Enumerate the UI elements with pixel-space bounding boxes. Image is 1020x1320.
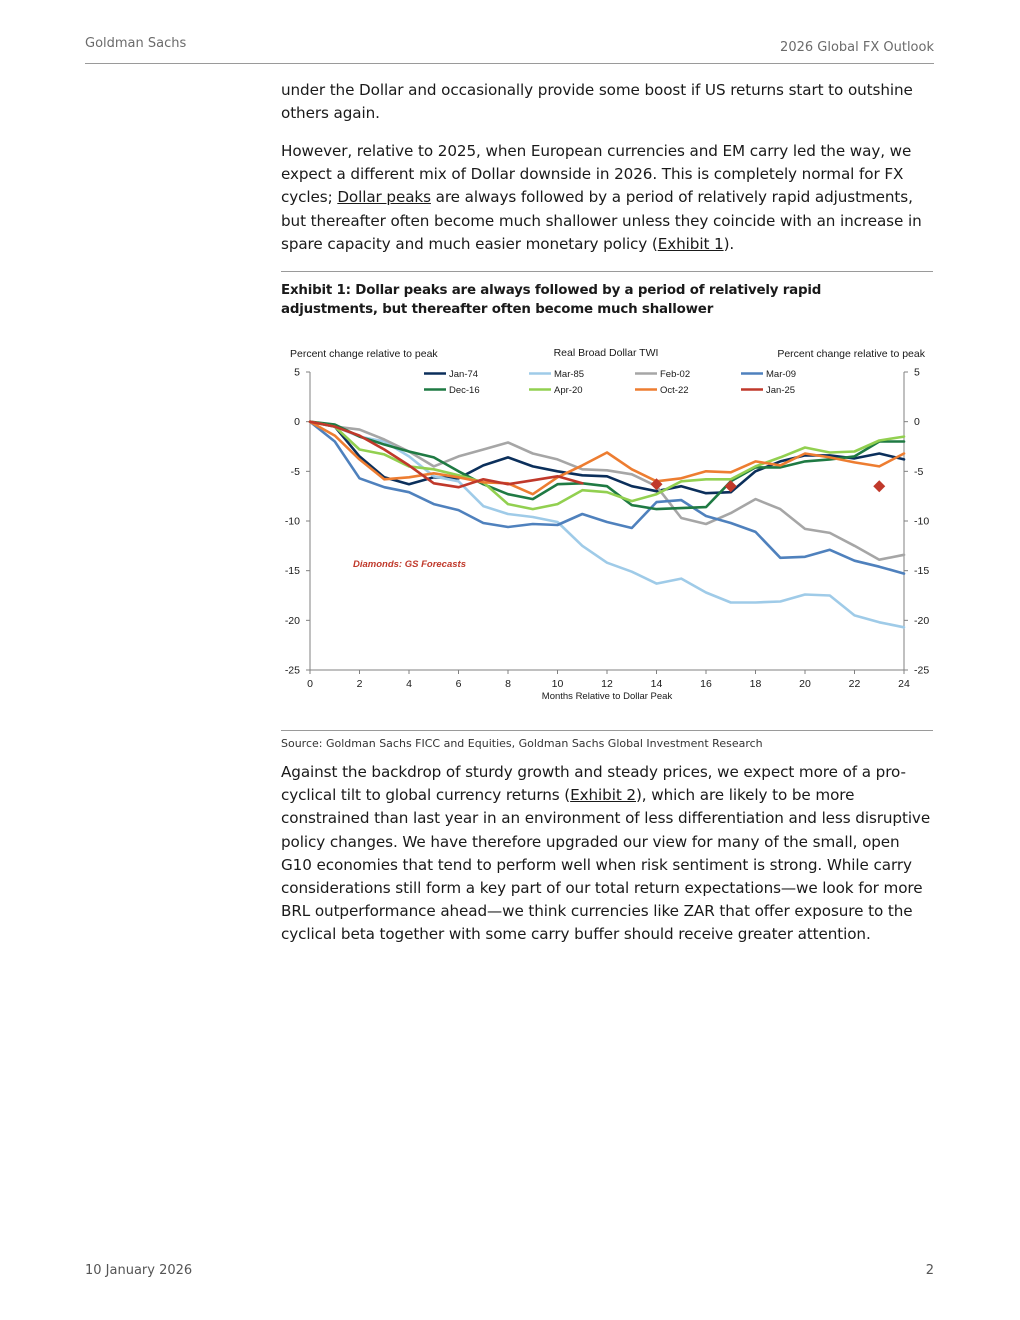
dollar-peaks-link[interactable]: Dollar peaks [337,188,431,207]
exhibit-bottom-rule [281,730,933,731]
chart-legend: Jan-74 Mar-85 Feb-02 Mar-09 Dec-16 Apr-20 Oct-… [424,369,796,396]
x-tick-label: 14 [651,678,663,690]
series-line-mar-85 [308,420,906,629]
header-divider [85,63,934,64]
legend-label: Oct-22 [660,385,689,396]
y-tick-label-right: 0 [914,416,920,428]
x-tick-label: 10 [552,678,564,690]
y-tick-label-left: -15 [285,565,300,577]
y-tick-label-right: -20 [914,615,929,627]
x-tick-label: 16 [700,678,712,690]
y-tick-label-right: -25 [914,665,929,677]
series-line-dec-16 [308,420,906,511]
firm-name: Goldman Sachs [85,36,187,51]
series-line-oct-22 [308,420,906,496]
exhibit-title: Exhibit 1: Dollar peaks are always follo… [281,283,822,317]
y-tick-label-left: -25 [285,665,300,677]
chart-xlabel: Months Relative to Dollar Peak [542,691,673,702]
paragraph-text: ). [723,234,735,253]
footer-date: 10 January 2026 [85,1263,193,1278]
y-tick-label-right: -10 [914,516,929,528]
exhibit-top-rule [281,271,933,272]
legend-label: Mar-09 [766,369,796,380]
forecast-annotation: Diamonds: GS Forecasts [353,559,466,570]
y-tick-label-left: 0 [294,416,300,428]
paragraph-text: are always followed by a period of relat… [281,188,922,253]
x-tick-label: 22 [849,678,861,690]
chart-series [308,420,906,629]
forecast-diamond [650,478,663,491]
forecast-diamond [873,480,886,493]
paragraph-text: ), which are likely to be more constrain… [281,786,931,944]
y-tick-label-left: 5 [294,367,300,379]
y-tick-label-right: -5 [914,466,923,478]
page-number: 2 [925,1263,934,1278]
legend-label: Feb-02 [660,369,690,380]
forecast-diamond [724,480,737,493]
x-tick-label: 4 [406,678,412,690]
x-tick-label: 18 [750,678,762,690]
x-tick-label: 0 [307,678,313,690]
legend-label: Dec-16 [449,385,480,396]
dollar-twi-chart: Percent change relative to peak Real Bro… [285,347,930,702]
body-paragraph-2: However, relative to 2025, when European… [281,140,933,256]
chart-ylabel-left: Percent change relative to peak [290,348,438,360]
series-line-jan-74 [308,420,906,495]
x-tick-label: 12 [601,678,613,690]
y-tick-label-left: -20 [285,615,300,627]
body-paragraph-1: under the Dollar and occasionally provid… [281,81,913,123]
body-paragraph-3: Against the backdrop of sturdy growth an… [281,761,933,947]
legend-label: Jan-25 [766,385,795,396]
exhibit-source: Source: Goldman Sachs FICC and Equities,… [281,737,763,750]
paragraph-text: However, relative to 2025, when European… [281,142,912,207]
x-tick-label: 2 [357,678,363,690]
legend-label: Apr-20 [554,385,583,396]
legend-label: Jan-74 [449,369,478,380]
report-title: 2026 Global FX Outlook [780,40,934,55]
series-line-jan-25 [308,420,584,489]
chart-ylabel-right: Percent change relative to peak [777,348,925,360]
legend-label: Mar-85 [554,369,584,380]
paragraph-text: Against the backdrop of sturdy growth an… [281,763,906,805]
exhibit-1-link[interactable]: Exhibit 1 [657,234,724,253]
series-line-apr-20 [308,420,906,511]
series-line-mar-09 [308,420,906,575]
chart-axes: 5 50 0-5 -5-10 -10-15 -15-20 -20-25 -250 2 4 6 8 10 1… [285,367,930,691]
y-tick-label-right: -15 [914,565,929,577]
x-tick-label: 6 [456,678,462,690]
x-tick-label: 8 [505,678,511,690]
y-tick-label-left: -10 [285,516,300,528]
chart-forecasts [650,478,886,493]
x-tick-label: 20 [799,678,811,690]
x-tick-label: 24 [898,678,910,690]
y-tick-label-right: 5 [914,367,920,379]
y-tick-label-left: -5 [291,466,300,478]
chart-title: Real Broad Dollar TWI [554,347,659,359]
exhibit-2-link[interactable]: Exhibit 2 [570,786,636,805]
